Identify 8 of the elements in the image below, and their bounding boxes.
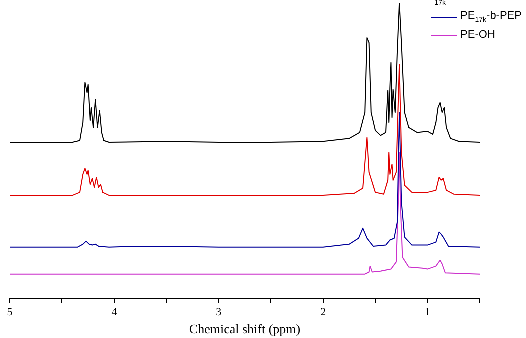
x-tick-label: 1 [425, 306, 431, 319]
x-tick-label: 4 [112, 306, 118, 319]
legend-label: PE-OH [460, 29, 496, 41]
x-tick-label: 3 [216, 306, 222, 319]
x-tick-label: 2 [320, 306, 326, 319]
x-axis-title: Chemical shift (ppm) [189, 322, 301, 337]
x-tick-label: 5 [7, 306, 14, 319]
legend-label: PE$_{17k}$-b-PEP [460, 10, 522, 24]
